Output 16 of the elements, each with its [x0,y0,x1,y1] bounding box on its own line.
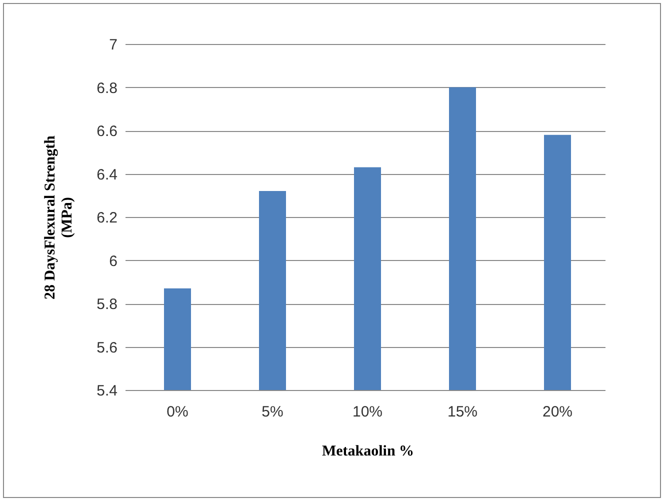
y-tick-label: 7 [109,36,118,54]
y-axis-title: 28 DaysFlexural Strength (MPa) [42,134,76,300]
y-tick-label: 5.6 [96,339,118,356]
x-tick-label: 20% [542,404,573,420]
x-tick-label: 0% [166,404,188,420]
y-tick-label: 5.8 [96,296,118,313]
x-axis-title: Metakaolin % [322,444,414,460]
x-tick-label: 5% [262,404,284,420]
y-tick-label: 6.8 [96,80,118,97]
x-tick-label: 10% [352,404,383,420]
y-tick-label: 6.4 [96,166,118,184]
y-tick-label: 6.2 [96,210,118,226]
y-tick-label: 6.6 [96,123,118,140]
y-tick-label: 5.4 [96,382,118,400]
x-tick-label: 15% [447,404,478,420]
y-tick-label: 6 [109,252,118,270]
